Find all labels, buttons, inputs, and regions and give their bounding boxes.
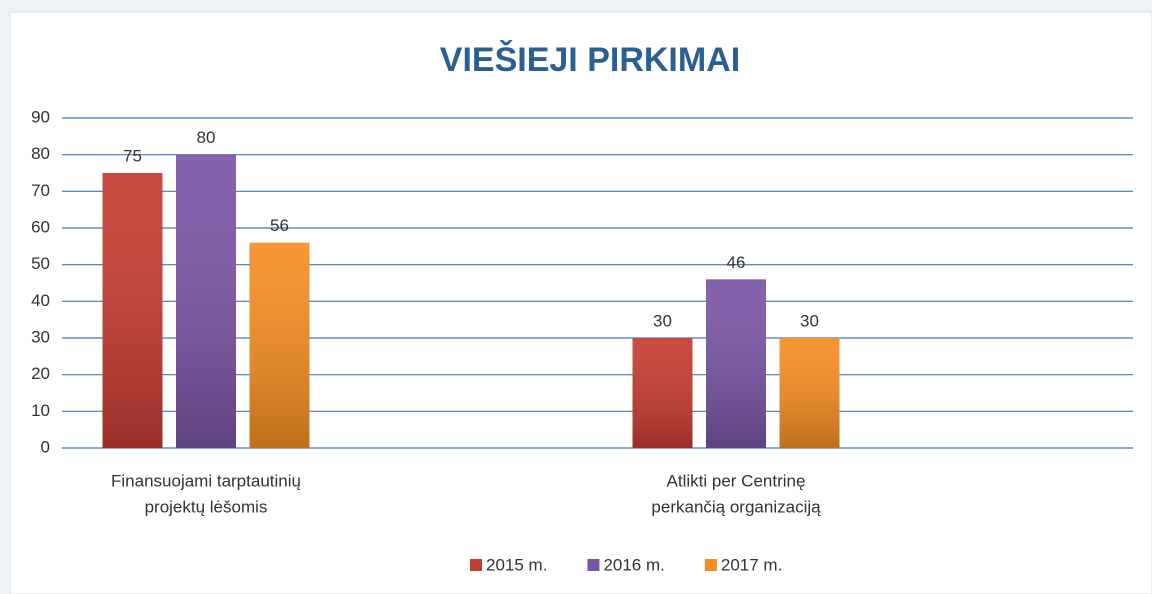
x-tick-label: projektų lėšomis	[145, 497, 268, 516]
legend-swatch	[470, 559, 482, 571]
bar-shade	[249, 242, 310, 448]
bar-shade	[706, 279, 766, 448]
data-label: 75	[123, 146, 142, 165]
y-tick-label: 90	[31, 107, 50, 126]
chart-title: VIEŠIEJI PIRKIMAI	[440, 40, 740, 79]
y-tick-label: 60	[31, 217, 50, 236]
legend-label: 2017 m.	[721, 555, 782, 574]
y-tick-label: 40	[31, 291, 50, 310]
data-label: 46	[727, 253, 746, 272]
y-tick-label: 10	[31, 401, 50, 420]
bar-shade	[176, 154, 236, 448]
bar-shade	[779, 338, 840, 448]
legend-label: 2015 m.	[486, 555, 547, 574]
bar-shade	[632, 338, 693, 448]
x-tick-label: perkančią organizaciją	[651, 497, 821, 516]
bar-shade	[102, 173, 163, 448]
data-label: 30	[800, 311, 819, 330]
y-tick-label: 20	[31, 364, 50, 383]
x-tick-label: Atlikti per Centrinę	[667, 471, 806, 490]
legend-swatch	[704, 559, 717, 571]
y-tick-label: 50	[31, 254, 50, 273]
y-tick-label: 30	[31, 327, 50, 346]
y-tick-label: 80	[31, 144, 50, 163]
x-tick-label: Finansuojami tarptautinių	[111, 471, 301, 490]
data-label: 30	[653, 311, 672, 330]
legend-swatch	[587, 559, 600, 571]
y-tick-label: 70	[31, 181, 50, 200]
legend-label: 2016 m.	[603, 555, 664, 574]
data-label: 80	[197, 128, 216, 147]
y-tick-label: 0	[41, 437, 50, 456]
data-label: 56	[270, 216, 289, 235]
